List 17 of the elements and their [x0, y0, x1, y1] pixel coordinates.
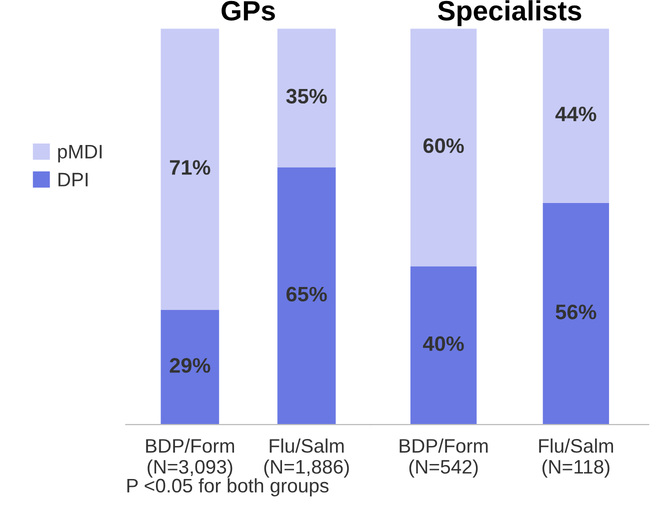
x-tick-label: BDP/Form (N=3,093) — [146, 438, 234, 478]
data-label: 40% — [423, 336, 464, 352]
chart-title: Specialists — [438, 0, 582, 26]
legend-label: pMDI — [58, 144, 102, 162]
chart-title: GPs — [222, 0, 275, 21]
data-label: 65% — [286, 286, 327, 302]
data-label: 44% — [555, 106, 596, 122]
data-label: 71% — [170, 160, 210, 175]
data-label: 29% — [170, 358, 210, 373]
data-label: 60% — [423, 138, 464, 154]
x-tick-label: Flu/Salm (N=118) — [539, 438, 614, 478]
legend-label: DPI — [58, 172, 88, 186]
data-label: 35% — [286, 88, 327, 104]
data-label: 56% — [556, 304, 596, 320]
text: P <0.05 for both groups — [127, 478, 329, 496]
x-tick-label: Flu/Salm (N=1,886) — [264, 438, 349, 478]
x-tick-label: BDP/Form (N=542) — [400, 438, 488, 478]
